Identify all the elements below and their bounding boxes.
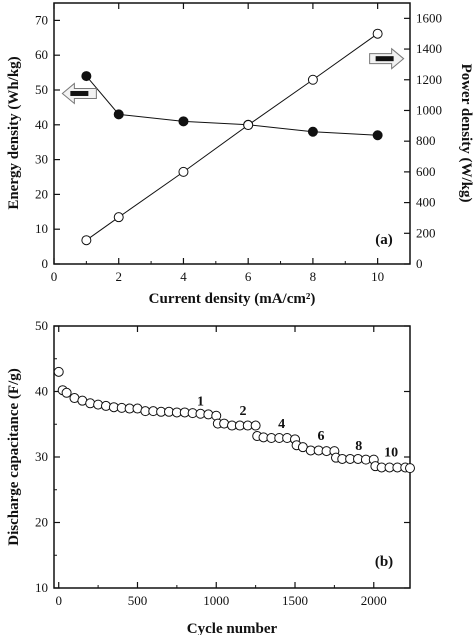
panel-b-capacitance-point: [53, 366, 64, 377]
panel-b-current-density-label: 10: [384, 445, 398, 460]
panel-a-x-axis-title: Current density (mA/cm²): [149, 291, 316, 307]
panel-a-power-point: [372, 28, 383, 39]
panel-a-right-tick-label: 1600: [416, 10, 442, 25]
panel-a-right-tick-label: 400: [416, 195, 436, 210]
panel-a-left-tick-label: 40: [35, 117, 48, 132]
panel-a-x-tick-label: 6: [245, 269, 252, 284]
panel-a-x-tick-label: 10: [371, 269, 384, 284]
panel-a-energy-point: [372, 130, 383, 141]
panel-a-right-tick-label: 600: [416, 164, 436, 179]
panel-a-power-point: [243, 120, 254, 131]
panel-a-right-tick-label: 800: [416, 133, 436, 148]
panel-a-energy-point: [178, 116, 189, 127]
panel-a-energy-point: [307, 126, 318, 137]
panel-b-capacitance-point: [250, 420, 261, 431]
panel-a-power-point: [81, 235, 92, 246]
panel-a-right-tick-label: 1200: [416, 72, 442, 87]
panel-a-left-axis-title: Energy density (Wh/kg): [6, 56, 22, 209]
panel-b-x-tick-label: 1000: [203, 593, 229, 608]
panel-a-energy-line: [85, 75, 378, 136]
panel-b-y-axis-title: Discharge capacitance (F/g): [6, 368, 22, 545]
panel-a-left-tick-label: 60: [35, 47, 48, 62]
panel-a-x-tick-label: 2: [115, 269, 122, 284]
panel-a-power-point: [307, 74, 318, 85]
panel-a-energy-point: [113, 109, 124, 120]
panel-b-x-tick-label: 2000: [361, 593, 387, 608]
panel-a-left-tick-label: 0: [42, 256, 49, 271]
panel-a-energy-point: [81, 71, 92, 82]
panel-b-current-density-label: 4: [278, 417, 285, 432]
panel-b-y-tick-label: 10: [35, 580, 48, 595]
panel-b-current-density-label: 1: [197, 394, 204, 409]
panel-a-left-tick-label: 50: [35, 82, 48, 97]
panel-b-x-tick-label: 0: [55, 593, 62, 608]
panel-b-x-axis-title: Cycle number: [187, 621, 278, 635]
panel-a-left-tick-label: 30: [35, 152, 48, 167]
panel-a-left-tick-label: 20: [35, 186, 48, 201]
panel-a-right-axis-title: Power density (W/kg): [458, 64, 474, 203]
panel-b-x-tick-label: 1500: [282, 593, 308, 608]
panel-b-current-density-label: 8: [355, 439, 362, 454]
panel-a-energy-power: 0 2 4 6 8 10 0 10 20 30 40 50 60 70 0 200 400 600 800 1000 1…: [6, 2, 474, 307]
panel-b-capacitance-point: [61, 387, 72, 398]
panel-b-current-density-label: 2: [240, 404, 247, 419]
panel-a-power-point: [178, 166, 189, 177]
panel-a-plot-frame: [53, 2, 411, 265]
panel-b-capacitance-point: [405, 463, 415, 474]
panel-a-power-line: [86, 33, 378, 241]
panel-a-x-tick-label: 4: [180, 269, 187, 284]
panel-a-x-tick-label: 0: [51, 269, 58, 284]
panel-a-right-tick-label: 200: [416, 225, 436, 240]
panel-a-left-tick-label: 10: [35, 221, 48, 236]
panel-b-cycling: 0 500 1000 1500 2000 10 20 30 40 50 1 2 4 6 8 10 Cycle…: [6, 318, 415, 635]
panel-a-right-tick-label: 0: [416, 256, 423, 271]
panel-a-label: (a): [375, 232, 393, 248]
panel-b-y-tick-label: 50: [35, 318, 48, 333]
panel-b-x-tick-label: 500: [128, 593, 148, 608]
panel-b-current-density-label: 6: [318, 429, 325, 444]
panel-a-right-tick-label: 1000: [416, 102, 442, 117]
panel-a-left-tick-label: 70: [35, 12, 48, 27]
left-axis-arrow-bar: [70, 90, 89, 96]
panel-a-power-point: [113, 212, 124, 223]
right-axis-arrow-bar: [375, 56, 394, 62]
panel-b-y-tick-label: 20: [35, 515, 48, 530]
panel-b-y-tick-label: 30: [35, 449, 48, 464]
panel-a-x-tick-label: 8: [310, 269, 317, 284]
panel-b-y-tick-label: 40: [35, 384, 48, 399]
panel-a-right-tick-label: 1400: [416, 41, 442, 56]
panel-b-label: (b): [375, 554, 393, 570]
